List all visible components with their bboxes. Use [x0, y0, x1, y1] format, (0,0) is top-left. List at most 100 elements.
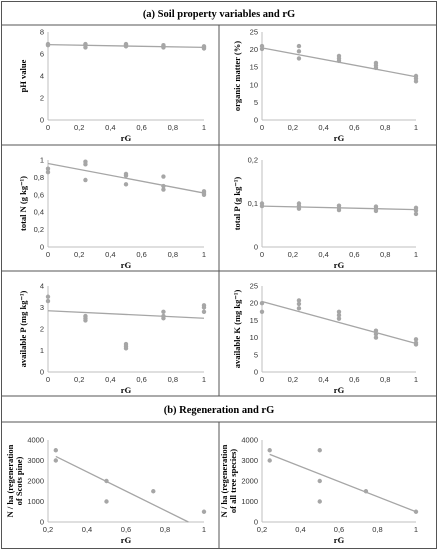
y-tick-label: 10 [250, 333, 258, 342]
x-tick-label: 0,6 [121, 525, 131, 534]
data-point [45, 166, 51, 171]
y-axis-title: N / ha (regenerationof Scots pine) [5, 444, 24, 517]
data-point [53, 458, 58, 463]
x-tick-label: 1 [414, 375, 418, 384]
data-point [123, 171, 129, 177]
y-tick-label: 0,8 [34, 173, 44, 182]
data-point [104, 499, 109, 504]
y-tick-label: 3000 [241, 456, 258, 465]
chart-panel-1: 0 0,2 0,4 0,6 0,8 1 0 2 4 6 8 rG pH value [18, 28, 207, 143]
x-tick-label: 0 [260, 123, 264, 132]
y-axis-title: N / ha (regenerationof all tree species) [219, 444, 238, 517]
y-tick-label: 2 [40, 325, 44, 334]
data-point [123, 341, 129, 347]
y-tick-label: 25 [250, 28, 258, 37]
x-tick-label: 0,8 [380, 250, 390, 259]
y-tick-label: 0,6 [34, 190, 44, 199]
data-point [201, 189, 207, 194]
x-tick-label: 0,4 [295, 525, 305, 534]
x-tick-label: 0,2 [74, 375, 84, 384]
chart-panel-4: 0 0,2 0,4 0,6 0,8 1 0 0,1 0,2 rG total P (g kg⁻¹) [232, 156, 419, 270]
y-tick-label: 2000 [241, 477, 258, 486]
data-point [413, 509, 419, 514]
y-tick-label: 20 [250, 45, 258, 54]
x-tick-label: 0 [260, 375, 264, 384]
data-point [259, 309, 265, 314]
x-tick-label: 0,8 [168, 123, 178, 132]
trend-line [47, 162, 205, 194]
data-point [83, 177, 88, 183]
x-tick-label: 0,8 [168, 250, 178, 259]
data-point [296, 301, 302, 307]
x-axis-title: rG [334, 260, 345, 270]
y-tick-label: 20 [250, 299, 258, 308]
x-tick-label: 0,2 [288, 123, 298, 132]
y-tick-label: 0,2 [248, 156, 258, 165]
data-point [161, 43, 166, 48]
chart-panel-8: 0,2 0,4 0,6 0,8 1 0 1000 2000 3000 4000 rG N / ha (… [219, 436, 419, 545]
data-point [373, 331, 379, 337]
data-point [296, 201, 302, 206]
x-tick-label: 0,6 [349, 123, 359, 132]
data-point [373, 204, 379, 209]
chart-panel-7: 0,2 0,4 0,6 0,8 1 0 1000 2000 3000 4000 rG N / ha (… [5, 436, 207, 545]
y-tick-label: 5 [254, 98, 258, 107]
data-point [45, 169, 51, 175]
data-point [123, 182, 129, 187]
y-tick-label: 0 [254, 116, 258, 125]
data-point [151, 489, 156, 494]
y-tick-label: 25 [250, 282, 258, 291]
x-tick-label: 0,6 [136, 375, 146, 384]
x-tick-label: 0,2 [288, 375, 298, 384]
y-tick-label: 0 [254, 368, 258, 377]
y-tick-label: 0 [40, 368, 44, 377]
data-point [336, 53, 342, 59]
section-b-title: (b) Regeneration and rG [164, 405, 275, 416]
y-axis-title-line: of all tree species) [228, 449, 238, 513]
data-point [296, 43, 302, 49]
x-tick-label: 0,6 [349, 250, 359, 259]
data-point [296, 298, 302, 303]
chart-panel-5: 0 0,2 0,4 0,6 0,8 1 0 1 2 3 4 rG available P (mg kg⁻… [18, 282, 207, 395]
data-point [296, 306, 302, 311]
y-tick-label: 4 [40, 282, 44, 291]
section-a-title: (a) Soil property variables and rG [143, 9, 295, 20]
y-tick-label: 3000 [27, 456, 44, 465]
data-point [104, 478, 109, 484]
data-point [413, 337, 419, 342]
x-tick-label: 0,2 [43, 525, 53, 534]
x-tick-label: 0,6 [334, 525, 344, 534]
x-tick-label: 1 [414, 123, 418, 132]
trend-line [47, 310, 205, 319]
data-point [53, 448, 58, 453]
trend-line [261, 300, 417, 345]
x-tick-label: 0,4 [318, 123, 328, 132]
data-point [45, 294, 51, 299]
y-axis-title: available K (mg kg⁻¹) [232, 290, 242, 369]
data-point [373, 328, 379, 333]
x-axis-title: rG [334, 535, 345, 545]
x-tick-label: 0,2 [288, 250, 298, 259]
data-point [161, 313, 166, 319]
data-point [336, 316, 342, 321]
y-axis-title-line: N / ha (regeneration [219, 444, 229, 517]
x-tick-label: 0,4 [105, 375, 115, 384]
data-point [161, 187, 166, 192]
data-point [161, 174, 166, 179]
x-tick-label: 0,8 [380, 375, 390, 384]
x-tick-label: 0,8 [372, 525, 382, 534]
y-axis-title: available P (mg kg⁻¹) [18, 290, 28, 367]
data-point [317, 478, 322, 484]
trend-line [269, 453, 417, 513]
x-tick-label: 0,4 [105, 250, 115, 259]
y-tick-label: 1 [40, 346, 44, 355]
data-point [259, 301, 265, 306]
data-point [413, 211, 419, 217]
data-point [161, 309, 166, 314]
data-point [201, 509, 207, 514]
y-tick-label: 5 [254, 350, 258, 359]
chart-panel-3: 0 0,2 0,4 0,6 0,8 1 0 0,2 0,4 0,6 0,8 1 rG total N (g… [18, 156, 207, 270]
y-tick-label: 6 [40, 50, 44, 59]
